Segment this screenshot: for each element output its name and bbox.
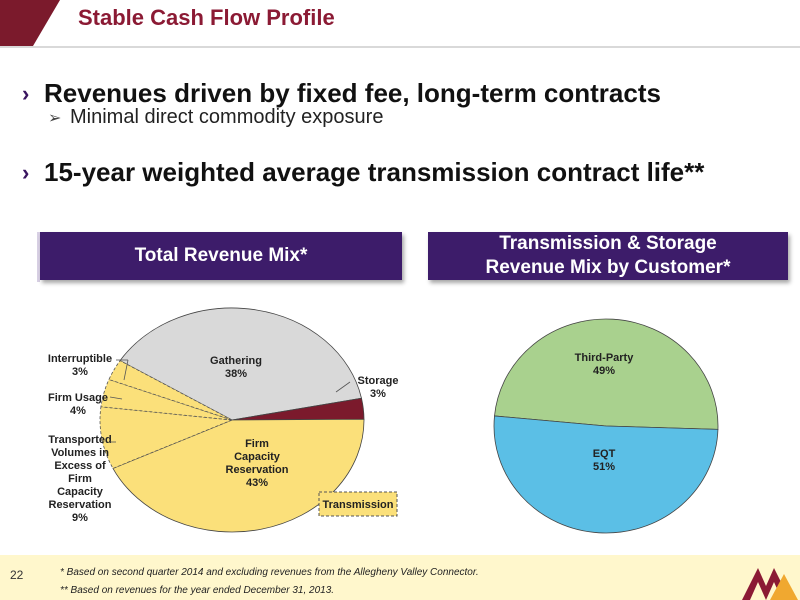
label-storage: Storage 3%: [358, 375, 399, 400]
bullet-1: › Revenues driven by fixed fee, long-ter…: [22, 78, 661, 109]
sub-bullet-1-text: Minimal direct commodity exposure: [70, 106, 384, 128]
leader-storage: [335, 381, 351, 393]
slide-title: Stable Cash Flow Profile: [78, 5, 335, 30]
slice-firm-usage: [101, 379, 232, 420]
slice-interruptible: [109, 361, 232, 420]
customer-mix-header: Transmission & Storage Revenue Mix by Cu…: [428, 232, 788, 280]
footer-bar: [0, 555, 800, 600]
bullet-1-text: Revenues driven by fixed fee, long-term …: [44, 78, 661, 108]
legend-transmission-label: Transmission: [323, 499, 394, 511]
page-number: 22: [10, 568, 24, 582]
customer-mix-pie-slices: [494, 319, 718, 533]
label-third-party: Third-Party 49%: [575, 352, 635, 377]
panel-edge: [37, 232, 40, 282]
revenue-charts: Gathering 38% Storage 3% Firm Capacity Reserva…: [48, 0, 800, 555]
legend-transmission-swatch: [318, 491, 398, 517]
label-interruptible: Interruptible 3%: [48, 353, 112, 378]
slice-firm-capacity: [113, 419, 364, 532]
customer-mix-header-line1: Transmission & Storage: [499, 233, 717, 254]
footnote-2: ** Based on revenues for the year ended …: [60, 585, 335, 596]
title-divider: [0, 46, 800, 48]
label-firm-usage: Firm Usage 4%: [48, 392, 108, 417]
total-revenue-pie: [100, 308, 364, 532]
total-revenue-pie-slices: [100, 308, 364, 532]
label-firm-capacity: Firm Capacity Reservation 43%: [226, 438, 289, 489]
label-eqt: EQT 51%: [593, 448, 616, 473]
slice-eqt: [494, 416, 718, 533]
customer-mix-pie: [494, 319, 718, 533]
chevron-right-icon: ›: [22, 159, 30, 185]
title-bar: [0, 0, 800, 48]
company-logo: [742, 568, 798, 600]
bullet-2: › 15-year weighted average transmission …: [22, 157, 704, 188]
pie-labels: Gathering 38% Storage 3% Firm Capacity Reserva…: [48, 352, 634, 524]
chevron-right-icon: ›: [22, 80, 30, 106]
arrow-bullet-icon: ➢: [48, 109, 62, 127]
customer-mix-header-line2: Revenue Mix by Customer*: [485, 257, 731, 278]
total-revenue-mix-header: Total Revenue Mix*: [40, 232, 402, 280]
sub-bullet-1: ➢ Minimal direct commodity exposure: [48, 106, 383, 129]
slice-third-party: [494, 319, 718, 429]
leader-firm-usage: [109, 396, 123, 400]
label-transported-volumes: Transported Volumes in Excess of Firm Capaci…: [48, 434, 112, 524]
slice-gathering: [120, 308, 361, 420]
footnote-1: * Based on second quarter 2014 and exclu…: [60, 567, 479, 578]
leader-interruptible-2: [123, 359, 129, 381]
bullet-2-text: 15-year weighted average transmission co…: [44, 157, 705, 187]
label-gathering: Gathering 38%: [210, 355, 262, 380]
